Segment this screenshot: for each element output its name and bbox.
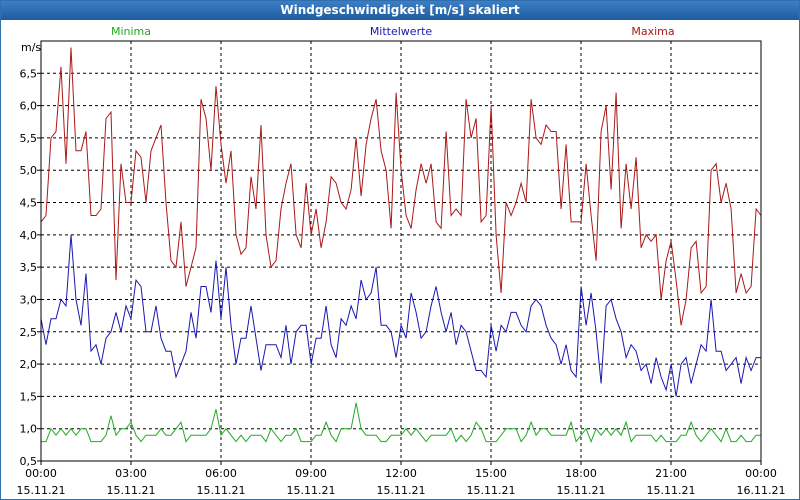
x-tick-time: 12:00 [385,467,417,480]
x-axis-ticks: 00:00 15.11.21 03:00 15.11.21 06:00 15.11.21 0… [17,461,786,497]
y-tick-label: 0,5 [20,455,38,468]
y-tick-label: 6,5 [20,67,38,80]
y-tick-label: 3,0 [20,293,38,306]
x-tick-date: 15.11.21 [467,484,516,497]
legend-minima: Minima [111,25,151,38]
legend-mittelwerte: Mittelwerte [370,25,433,38]
x-tick-time: 18:00 [565,467,597,480]
legend-maxima: Maxima [631,25,674,38]
window-title: Windgeschwindigkeit [m/s] skaliert [1,1,799,20]
x-tick-date: 15.11.21 [647,484,696,497]
y-tick-label: 1,5 [20,390,38,403]
y-tick-label: 2,5 [20,326,38,339]
y-tick-label: 6,0 [20,100,38,113]
y-axis-ticks: 0,5 1,0 1,5 2,0 2,5 3,0 3,5 4,0 4,5 5,0 5,5 6,0 6,5 [20,67,41,468]
series-minima-line [41,402,762,449]
y-tick-label: 4,0 [20,229,38,242]
x-tick-date: 15.11.21 [557,484,606,497]
y-tick-label: 5,0 [20,164,38,177]
y-tick-label: 3,5 [20,261,38,274]
grid-lines [41,41,761,462]
x-tick-time: 21:00 [655,467,687,480]
y-axis-unit: m/s [21,41,41,54]
y-tick-label: 4,5 [20,197,38,210]
x-tick-date: 15.11.21 [287,484,336,497]
plot-border [40,40,762,462]
series-lines [40,47,762,449]
wind-speed-chart: Minima Mittelwerte Maxima m/s 0,5 1,0 1,5 2… [17,25,786,497]
x-tick-date: 15.11.21 [107,484,156,497]
series-mittelwerte-line [40,234,762,416]
x-tick-time: 03:00 [115,467,147,480]
x-tick-date: 15.11.21 [197,484,246,497]
y-tick-label: 5,5 [20,132,38,145]
x-tick-date: 15.11.21 [17,484,66,497]
x-tick-date: 15.11.21 [377,484,426,497]
series-maxima-line [40,47,762,352]
x-tick-time: 09:00 [295,467,327,480]
x-tick-time: 15:00 [475,467,507,480]
x-tick-time: 00:00 [25,467,57,480]
x-tick-date: 16.11.21 [737,484,786,497]
y-tick-label: 2,0 [20,358,38,371]
y-tick-label: 1,0 [20,423,38,436]
x-tick-time: 06:00 [205,467,237,480]
x-tick-time: 00:00 [745,467,777,480]
